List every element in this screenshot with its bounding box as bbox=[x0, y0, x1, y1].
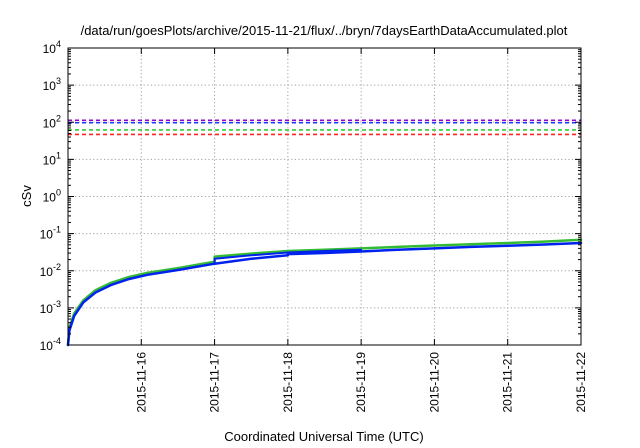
x-tick-label: 2015-11-20 bbox=[427, 352, 441, 413]
y-tick-label: 10-4 bbox=[40, 336, 61, 353]
y-tick-label: 101 bbox=[43, 150, 61, 167]
tick-marks bbox=[68, 47, 582, 346]
x-axis-label: Coordinated Universal Time (UTC) bbox=[224, 429, 423, 444]
y-axis-tick-labels: 10-4 10-3 10-2 10-1 100 101 102 103 104 bbox=[40, 39, 61, 353]
series-line bbox=[66, 238, 583, 347]
y-tick-label: 102 bbox=[43, 113, 61, 130]
x-tick-label: 2015-11-21 bbox=[501, 352, 515, 413]
chart-title: /data/run/goesPlots/archive/2015-11-21/f… bbox=[81, 23, 568, 38]
y-tick-label: 10-2 bbox=[40, 262, 61, 279]
y-tick-label: 103 bbox=[43, 76, 61, 93]
y-tick-label: 10-3 bbox=[40, 299, 61, 316]
x-tick-label: 2015-11-19 bbox=[354, 352, 368, 413]
series-lines bbox=[66, 238, 583, 347]
series-line bbox=[66, 241, 583, 347]
x-tick-label: 2015-11-22 bbox=[574, 352, 588, 413]
y-tick-label: 10-1 bbox=[40, 225, 61, 242]
grid bbox=[68, 48, 581, 345]
threshold-lines bbox=[68, 119, 581, 136]
y-tick-label: 100 bbox=[43, 188, 61, 205]
x-tick-label: 2015-11-18 bbox=[281, 352, 295, 413]
x-tick-label: 2015-11-17 bbox=[208, 352, 222, 413]
y-tick-label: 104 bbox=[43, 39, 61, 56]
series-line bbox=[213, 248, 363, 265]
y-axis-label: cSv bbox=[19, 185, 34, 207]
x-tick-label: 2015-11-16 bbox=[134, 352, 148, 413]
x-axis-tick-labels: 2015-11-16 2015-11-17 2015-11-18 2015-11-19… bbox=[134, 352, 588, 413]
